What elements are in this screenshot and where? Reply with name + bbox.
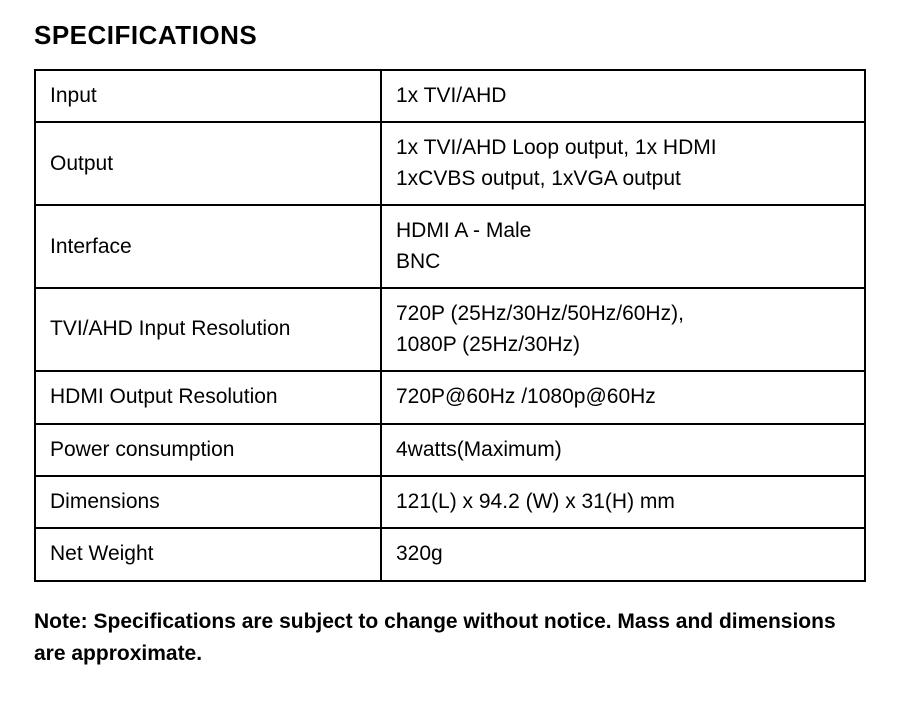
section-heading: SPECIFICATIONS	[34, 20, 866, 51]
spec-label: Output	[35, 122, 381, 205]
spec-value: 121(L) x 94.2 (W) x 31(H) mm	[381, 476, 865, 528]
spec-label: Net Weight	[35, 528, 381, 580]
spec-value: 320g	[381, 528, 865, 580]
table-row: InterfaceHDMI A - MaleBNC	[35, 205, 865, 288]
spec-label: Dimensions	[35, 476, 381, 528]
table-row: Power consumption4watts(Maximum)	[35, 424, 865, 476]
spec-label: Power consumption	[35, 424, 381, 476]
spec-table: Input1x TVI/AHDOutput1x TVI/AHD Loop out…	[34, 69, 866, 582]
table-row: Dimensions121(L) x 94.2 (W) x 31(H) mm	[35, 476, 865, 528]
spec-label: HDMI Output Resolution	[35, 371, 381, 423]
spec-note: Note: Specifications are subject to chan…	[34, 606, 866, 671]
spec-table-body: Input1x TVI/AHDOutput1x TVI/AHD Loop out…	[35, 70, 865, 581]
spec-value: HDMI A - MaleBNC	[381, 205, 865, 288]
table-row: HDMI Output Resolution720P@60Hz /1080p@6…	[35, 371, 865, 423]
table-row: Input1x TVI/AHD	[35, 70, 865, 122]
spec-value: 720P@60Hz /1080p@60Hz	[381, 371, 865, 423]
spec-value: 1x TVI/AHD Loop output, 1x HDMI1xCVBS ou…	[381, 122, 865, 205]
table-row: TVI/AHD Input Resolution720P (25Hz/30Hz/…	[35, 288, 865, 371]
spec-label: Interface	[35, 205, 381, 288]
spec-value: 1x TVI/AHD	[381, 70, 865, 122]
spec-value: 720P (25Hz/30Hz/50Hz/60Hz),1080P (25Hz/3…	[381, 288, 865, 371]
spec-label: TVI/AHD Input Resolution	[35, 288, 381, 371]
spec-label: Input	[35, 70, 381, 122]
table-row: Output1x TVI/AHD Loop output, 1x HDMI1xC…	[35, 122, 865, 205]
table-row: Net Weight320g	[35, 528, 865, 580]
spec-value: 4watts(Maximum)	[381, 424, 865, 476]
